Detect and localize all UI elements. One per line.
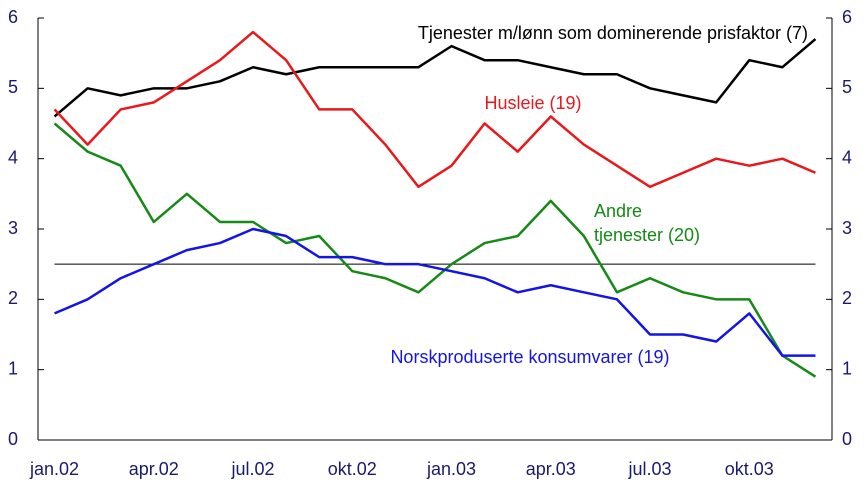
x-tick-label: jan.02 (29, 459, 79, 479)
y-tick-label: 5 (8, 77, 18, 97)
x-tick-label: apr.02 (129, 459, 179, 479)
y2-tick-label: 2 (842, 288, 852, 308)
series-label: Andre tjenester (20) (594, 201, 700, 245)
y-tick-label: 0 (8, 429, 18, 449)
y2-tick-label: 5 (842, 77, 852, 97)
series-label: Husleie (19) (484, 93, 581, 113)
x-tick-label: apr.03 (526, 459, 576, 479)
series-line (54, 227, 816, 357)
series-line (53, 38, 817, 118)
x-tick-label: jan.03 (426, 459, 476, 479)
y2-tick-label: 3 (842, 218, 852, 238)
series-label: Tjenester m/lønn som dominerende prisfak… (418, 23, 808, 43)
x-tick-label: okt.02 (328, 459, 377, 479)
x-tick-label: okt.03 (725, 459, 774, 479)
y-tick-label: 2 (8, 288, 18, 308)
x-tick-label: jul.03 (628, 459, 672, 479)
series-label: Norskproduserte konsumvarer (19) (390, 347, 669, 367)
y2-tick-label: 4 (842, 147, 852, 167)
series-line (53, 122, 817, 378)
y2-tick-label: 6 (842, 7, 852, 27)
x-tick-label: jul.02 (231, 459, 275, 479)
y2-tick-label: 1 (842, 358, 852, 378)
y2-tick-label: 0 (842, 429, 852, 449)
y-tick-label: 6 (8, 7, 18, 27)
y-tick-label: 3 (8, 218, 18, 238)
y-tick-label: 1 (8, 358, 18, 378)
y-tick-label: 4 (8, 147, 18, 167)
series-line (53, 30, 816, 189)
